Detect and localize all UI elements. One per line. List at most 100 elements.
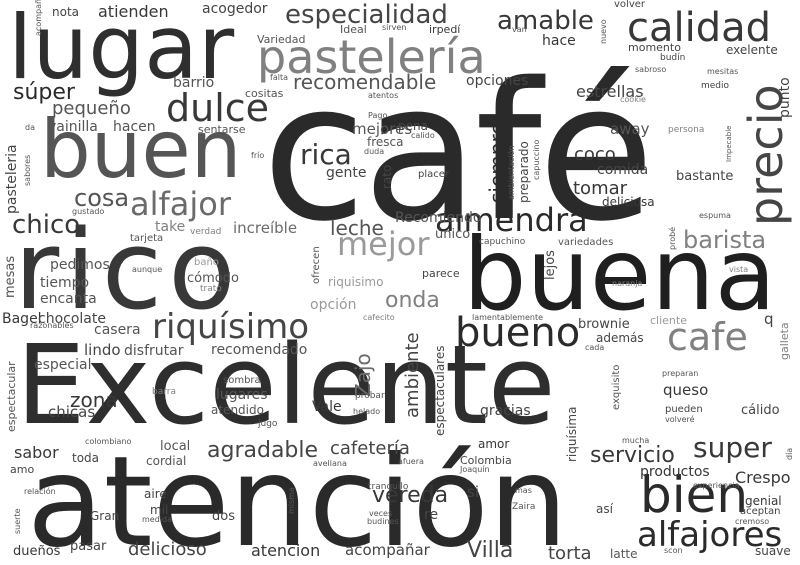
word-brownie: brownie [578, 317, 630, 332]
word-sirven: sirven [382, 23, 407, 32]
word-coco: coco [574, 144, 616, 165]
word-buen: buen [40, 103, 242, 196]
word-super: super [693, 431, 772, 464]
word-irpedi: irpedí [429, 23, 461, 36]
word-away: away [610, 120, 650, 138]
word-leche: leche [330, 216, 384, 240]
word-cremoso: cremoso [735, 517, 770, 526]
word-sabroso: sabroso [635, 65, 667, 74]
word-razonables: razonables [30, 321, 74, 330]
word-rico: rico [14, 206, 242, 334]
word-vainilla: vainilla [48, 119, 98, 135]
word-lejos: lejos [543, 250, 558, 280]
word-budin: budín [660, 53, 686, 63]
word-villa: Villa [467, 538, 514, 563]
word-probe: probé [668, 226, 677, 250]
word-tarjeta: tarjeta [130, 233, 164, 244]
word-zaira: Zaira [512, 502, 536, 512]
word-mejores: mejores [352, 120, 413, 138]
word-bueno: bueno [455, 310, 581, 356]
word-atendido: atendido [211, 403, 264, 417]
word-ademas: además [596, 331, 644, 345]
word-capuccino: capuccino [532, 139, 541, 180]
word-medio: medio [701, 81, 730, 91]
word-suerte: suerte [13, 508, 22, 534]
word-si: si [467, 483, 479, 501]
word-dulce: dulce [166, 86, 270, 130]
word-riquisimo: riquísimo [152, 307, 310, 347]
word-calido-small: calido [411, 131, 435, 140]
word-preparado: preparado [517, 141, 531, 203]
word-hacen: hacen [113, 119, 156, 135]
word-aceptan: aceptan [740, 506, 781, 517]
word-pasteleria: pastelería [257, 30, 486, 84]
word-atencion-small: atencion [251, 541, 321, 560]
word-preparan: preparan [662, 369, 699, 378]
word-genial: genial [745, 494, 782, 508]
word-impecable: Impecable [725, 125, 733, 162]
word-exelente: exelente [726, 43, 778, 57]
word-cosa: cosa [74, 184, 130, 212]
word-acompanar: acompañar [345, 541, 430, 559]
word-increible: increíble [233, 219, 298, 237]
word-trato: trato [200, 284, 222, 294]
word-mejor: mejor [337, 225, 430, 263]
word-comida: comida [597, 162, 649, 178]
word-pequeno: pequeño [52, 98, 131, 119]
word-parece: parece [422, 267, 460, 280]
word-galleta: galleta [778, 322, 791, 360]
word-punto: punto [777, 77, 793, 118]
word-frio: frío [251, 151, 265, 160]
word-volvere: volveré [665, 415, 695, 424]
word-colombia: Colombia [460, 454, 512, 467]
word-espuma: espuma [699, 211, 731, 220]
word-chicas: chicas [48, 403, 96, 421]
word-pasteleria-vertical: pasteleria [4, 144, 20, 214]
word-take: take [155, 219, 186, 235]
word-productos: productos [640, 464, 710, 480]
word-lugares: lugares [216, 387, 268, 403]
word-rato: rato [380, 164, 394, 189]
word-opcion: opción [310, 297, 357, 313]
word-variedades: variedades [558, 237, 614, 248]
word-pena: pena [398, 119, 428, 133]
word-agradable: agradable [207, 438, 319, 463]
word-especial: especial [34, 357, 92, 373]
word-da: da [25, 123, 35, 132]
word-comodo: cómodo [187, 271, 239, 286]
word-torta: torta [548, 543, 592, 564]
word-vale: Vale [312, 399, 342, 415]
word-vereda: vereda [372, 483, 449, 508]
word-super-accent: súper [13, 80, 75, 105]
word-budines: budines [367, 517, 399, 526]
word-cookie: cookie [620, 95, 646, 104]
word-amable: amable [497, 6, 594, 36]
word-nuevo: nuevo [599, 19, 608, 44]
word-mesitas: mesitas [707, 67, 739, 76]
word-cafe-large: café [262, 42, 655, 263]
word-almendra: almendra [435, 201, 588, 239]
word-sombra: sombra [223, 375, 261, 386]
word-tranquilo: tranquilo [368, 482, 409, 492]
word-amor: amor [478, 437, 510, 451]
word-barra: barra [152, 387, 176, 397]
word-sabor: sabor [14, 443, 59, 462]
word-gente: gente [326, 165, 367, 181]
word-amo: amo [10, 463, 35, 476]
word-chico: chico [12, 210, 81, 240]
word-q: q [764, 310, 774, 328]
word-dia: día [785, 447, 794, 460]
word-queso: queso [663, 381, 709, 399]
word-recomiendo: Recomiendo [395, 210, 482, 226]
word-exquisito: exquisito [611, 364, 622, 410]
word-suave: suave [755, 544, 791, 558]
word-afuera: afuera [398, 457, 424, 466]
word-probar: probar [355, 391, 385, 401]
word-tomar: tomar [573, 178, 628, 199]
word-calidad: calidad [627, 5, 772, 51]
word-falta: falta [270, 73, 288, 82]
word-vista: vista [729, 265, 749, 274]
word-acompana: acompaña [34, 0, 43, 36]
word-aunque: aunque [132, 265, 163, 274]
word-joaquin: Joaquín [460, 465, 490, 474]
